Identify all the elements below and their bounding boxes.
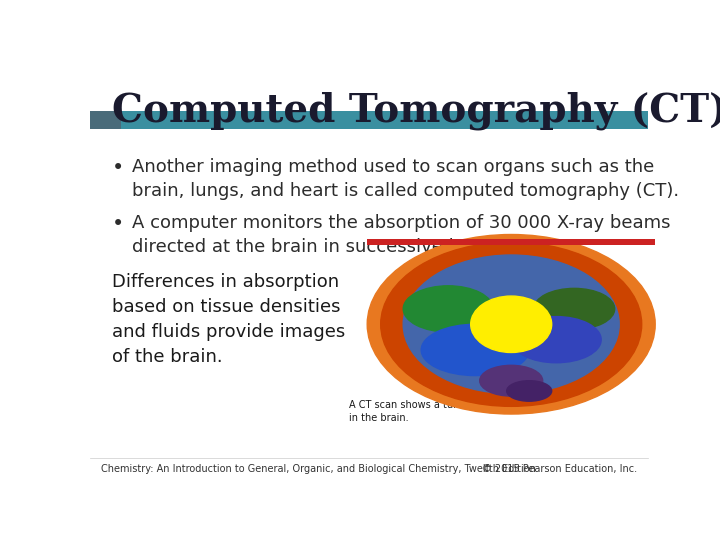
FancyBboxPatch shape	[90, 111, 121, 129]
Text: Chemistry: An Introduction to General, Organic, and Biological Chemistry, Twelft: Chemistry: An Introduction to General, O…	[101, 464, 536, 474]
Ellipse shape	[381, 242, 642, 407]
Ellipse shape	[367, 234, 655, 414]
FancyBboxPatch shape	[367, 239, 655, 245]
Ellipse shape	[403, 255, 619, 394]
Ellipse shape	[507, 381, 552, 401]
Ellipse shape	[534, 288, 615, 329]
Text: Computed Tomography (CT): Computed Tomography (CT)	[112, 92, 720, 130]
Ellipse shape	[480, 365, 543, 396]
Text: A computer monitors the absorption of 30 000 X-ray beams
directed at the brain i: A computer monitors the absorption of 30…	[132, 214, 670, 256]
Ellipse shape	[403, 286, 493, 332]
Ellipse shape	[421, 324, 529, 376]
Text: •: •	[112, 214, 125, 234]
Ellipse shape	[511, 316, 601, 363]
FancyBboxPatch shape	[121, 111, 648, 129]
Text: © 2015 Pearson Education, Inc.: © 2015 Pearson Education, Inc.	[482, 464, 637, 474]
Text: •: •	[112, 158, 125, 178]
Text: Differences in absorption
based on tissue densities
and fluids provide images
of: Differences in absorption based on tissu…	[112, 273, 346, 366]
Ellipse shape	[471, 296, 552, 353]
Text: Another imaging method used to scan organs such as the
brain, lungs, and heart i: Another imaging method used to scan orga…	[132, 158, 679, 200]
Text: A CT scan shows a tumor (yellow)
in the brain.: A CT scan shows a tumor (yellow) in the …	[349, 400, 515, 423]
